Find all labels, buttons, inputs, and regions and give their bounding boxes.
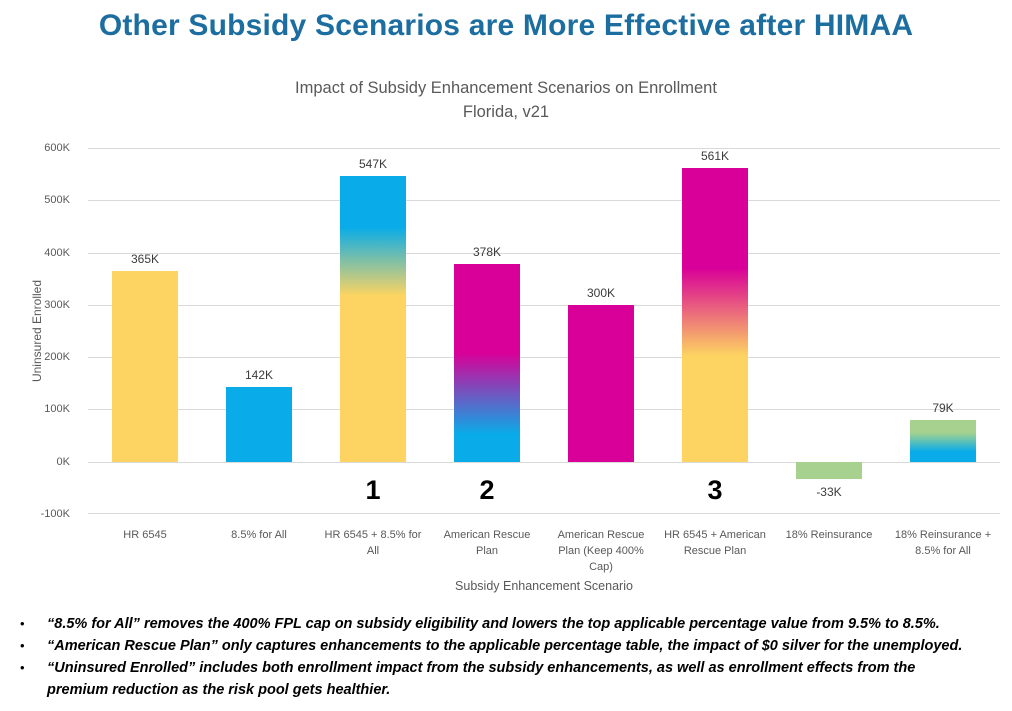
- y-tick-label: 200K: [44, 351, 70, 364]
- plot-area: 365K 142K 547K 1 378K 2 300K 561K 3 -33K 79K: [88, 148, 1000, 514]
- x-category-label: HR 6545: [123, 529, 167, 541]
- chart-title: Impact of Subsidy Enhancement Scenarios …: [295, 79, 717, 97]
- bar-value-label: 142K: [244, 368, 274, 383]
- y-tick-label: 0K: [56, 455, 70, 468]
- bar-2: [226, 387, 292, 462]
- bar-6: [682, 168, 748, 462]
- bar-3: [340, 175, 406, 462]
- x-category-label: HR 6545 + American Rescue Plan: [664, 529, 766, 557]
- bar-value-label: 561K: [700, 149, 730, 164]
- bar-annotation: 2: [479, 474, 495, 505]
- bar-5: [568, 304, 634, 462]
- footnote-item: • “Uninsured Enrolled” includes both enr…: [16, 657, 976, 701]
- y-tick-label: 300K: [44, 298, 70, 311]
- bullet-icon: •: [20, 638, 25, 653]
- y-axis-ticks: 600K 500K 400K 300K 200K 100K 0K -100K: [28, 142, 80, 520]
- y-tick-label: 600K: [44, 142, 70, 154]
- bar-1: [112, 270, 178, 462]
- bar-4: [454, 264, 520, 462]
- gridline: [88, 409, 1000, 411]
- y-tick-label: -100K: [40, 508, 70, 520]
- x-axis-labels: HR 6545 8.5% for All HR 6545 + 8.5% for Al…: [88, 527, 1000, 575]
- x-category-label: American Rescue Plan: [443, 529, 531, 557]
- bullet-icon: •: [20, 616, 25, 631]
- gridline: [88, 357, 1000, 359]
- footnotes-list: • “8.5% for All” removes the 400% FPL ca…: [16, 613, 976, 701]
- bar-value-label: 365K: [130, 251, 160, 266]
- bar-8: [910, 420, 976, 462]
- plot-wrap: 600K 500K 400K 300K 200K 100K 0K -100K 365K 142K…: [41, 142, 1000, 573]
- gridline: [88, 513, 1000, 514]
- x-category-label: 18% Reinsurance + 8.5% for All: [894, 529, 992, 557]
- bar-value-label: 378K: [472, 245, 502, 260]
- x-category-label: 18% Reinsurance: [785, 529, 873, 541]
- gridline: [88, 461, 1000, 463]
- footnote-item: • “8.5% for All” removes the 400% FPL ca…: [16, 613, 976, 635]
- bullet-icon: •: [20, 660, 25, 675]
- footnote-item: • “American Rescue Plan” only captures e…: [16, 635, 976, 657]
- bar-annotation: 3: [707, 474, 723, 505]
- bar-7: [796, 461, 862, 479]
- footnote-text: “8.5% for All” removes the 400% FPL cap …: [47, 616, 940, 632]
- x-category-label: 8.5% for All: [231, 529, 287, 541]
- x-category-label: American Rescue Plan (Keep 400% Cap): [557, 529, 645, 573]
- x-category-label: HR 6545 + 8.5% for All: [324, 529, 422, 557]
- gridline: [88, 304, 1000, 306]
- gridline: [88, 252, 1000, 254]
- bar-annotation: 1: [365, 474, 381, 505]
- footnote-text: “American Rescue Plan” only captures enh…: [47, 638, 963, 654]
- chart-subtitle: Florida, v21: [462, 103, 550, 121]
- footnote-text: “Uninsured Enrolled” includes both enrol…: [47, 660, 916, 698]
- page-title: Other Subsidy Scenarios are More Effecti…: [98, 9, 914, 42]
- gridline: [88, 200, 1000, 202]
- y-tick-label: 500K: [44, 194, 70, 207]
- y-tick-label: 100K: [44, 403, 70, 416]
- y-tick-label: 400K: [44, 246, 70, 259]
- bar-value-label: 79K: [932, 401, 954, 416]
- bar-value-label: -33K: [816, 484, 842, 499]
- bar-value-label: 547K: [358, 156, 388, 171]
- gridline: [88, 148, 1000, 149]
- x-axis-title: Subsidy Enhancement Scenario: [455, 579, 633, 593]
- bar-value-label: 300K: [586, 285, 616, 300]
